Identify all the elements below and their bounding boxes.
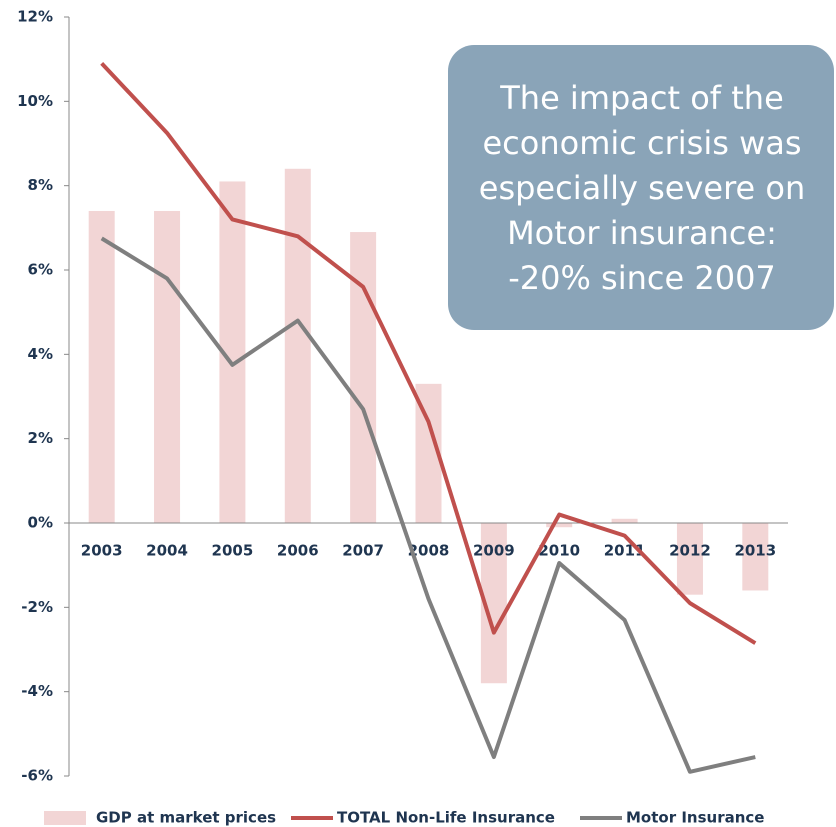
y-tick-label: 6%	[28, 261, 53, 279]
x-tick-label: 2004	[146, 542, 188, 560]
y-tick-label: -2%	[21, 598, 53, 616]
annotation-line: -20% since 2007	[508, 259, 776, 297]
x-tick-label: 2003	[81, 542, 123, 560]
y-tick-label: 4%	[28, 345, 53, 363]
x-tick-label: 2009	[473, 542, 515, 560]
legend-label: TOTAL Non-Life Insurance	[337, 809, 555, 827]
y-tick-label: 10%	[17, 92, 53, 110]
y-tick-label: 0%	[28, 514, 53, 532]
bar	[284, 168, 311, 524]
x-tick-label: 2013	[734, 542, 776, 560]
x-tick-label: 2010	[538, 542, 580, 560]
annotation-line: Motor insurance:	[507, 214, 777, 252]
annotation-line: especially severe on	[479, 169, 806, 207]
x-tick-label: 2008	[408, 542, 450, 560]
annotation-line: The impact of the	[499, 79, 784, 117]
bar	[611, 518, 638, 523]
line	[100, 236, 756, 774]
legend-label: GDP at market prices	[96, 809, 276, 827]
bar	[350, 232, 377, 524]
y-tick-label: 8%	[28, 176, 53, 194]
x-tick-label: 2005	[212, 542, 254, 560]
bar	[676, 523, 703, 595]
line	[100, 62, 757, 645]
x-tick-label: 2006	[277, 542, 319, 560]
annotation-box	[448, 45, 834, 330]
bar	[546, 523, 573, 528]
legend-label: Motor Insurance	[626, 809, 764, 827]
y-tick-label: 12%	[17, 8, 53, 26]
legend-swatch	[44, 811, 86, 825]
x-tick-label: 2012	[669, 542, 711, 560]
bar	[742, 523, 769, 591]
x-tick-label: 2007	[342, 542, 384, 560]
y-tick-label: -4%	[21, 682, 53, 700]
y-tick-label: 2%	[28, 429, 53, 447]
y-tick-label: -6%	[21, 767, 53, 785]
annotation-line: economic crisis was	[482, 124, 801, 162]
bar	[88, 210, 115, 523]
bar	[154, 210, 181, 523]
